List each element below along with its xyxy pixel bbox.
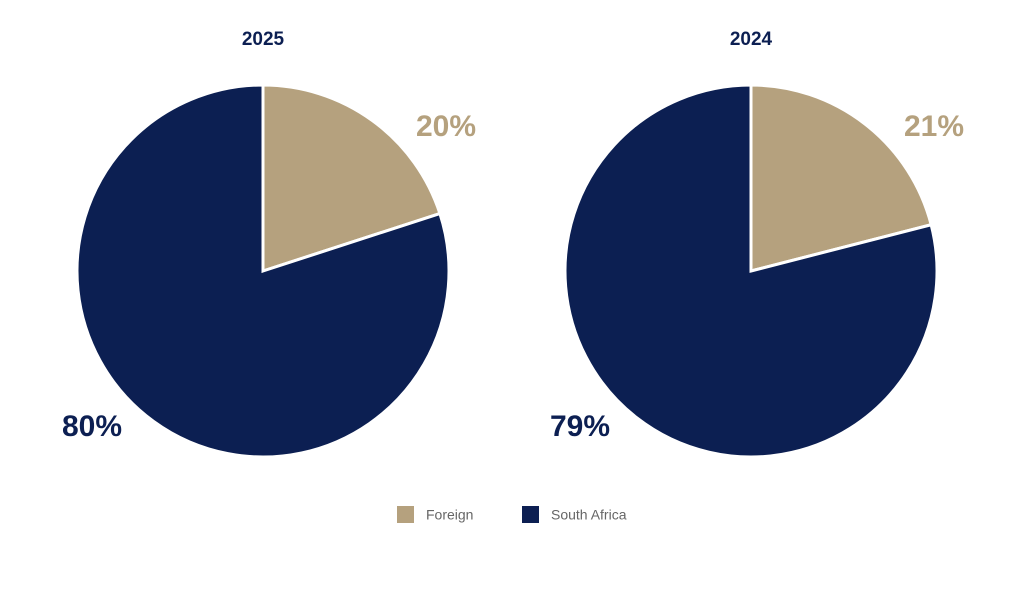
legend-label: Foreign xyxy=(426,507,473,523)
pie-slice xyxy=(261,83,442,274)
value-label: 79% xyxy=(550,410,610,443)
legend-swatch xyxy=(397,506,414,523)
chart-title: 2025 xyxy=(242,29,285,50)
value-label: 80% xyxy=(62,410,122,443)
pie-slice xyxy=(75,83,451,459)
legend-swatch xyxy=(522,506,539,523)
value-label: 21% xyxy=(904,110,964,143)
legend-label: South Africa xyxy=(551,507,627,523)
value-label: 20% xyxy=(416,110,476,143)
pie-slice xyxy=(749,83,933,273)
pie-slice xyxy=(563,83,939,459)
chart-title: 2024 xyxy=(730,29,773,50)
